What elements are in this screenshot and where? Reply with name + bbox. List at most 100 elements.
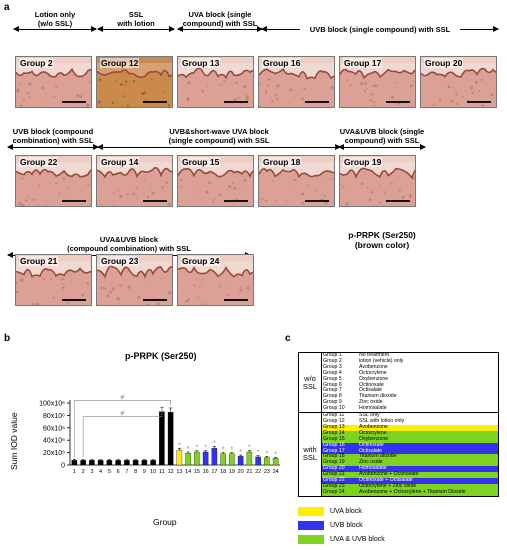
table-row: Group 7 Octisalate xyxy=(322,388,498,394)
tile-label: Group 20 xyxy=(424,58,464,68)
table-row: Group 16 Octinoxate xyxy=(322,441,498,449)
significance-star: * xyxy=(196,445,199,452)
histology-tile: Group 2 xyxy=(15,56,92,108)
table-row: Group 13 Avobenzone xyxy=(322,423,498,431)
y-axis-label: Sum IOD value xyxy=(9,412,19,470)
scale-bar xyxy=(386,101,410,103)
group-cell: Group 12 xyxy=(323,417,345,424)
header-arrow-uvb-combo xyxy=(7,144,99,150)
group-cell: Group 13 xyxy=(323,423,345,430)
histology-tile: Group 23 xyxy=(96,254,173,306)
bar xyxy=(124,460,130,466)
tile-label: Group 21 xyxy=(19,256,59,266)
group-cell: Group 11 xyxy=(323,412,345,419)
tile-label: Group 2 xyxy=(19,58,54,68)
group-cell: Group 16 xyxy=(323,441,345,448)
x-tick-label: 22 xyxy=(255,469,261,475)
treatment-cell: Avobenzone + Octinoxate xyxy=(359,471,419,478)
table-row: Group 24 Avobenzone + Octocrylene + Titan… xyxy=(322,488,498,496)
bar xyxy=(89,460,95,466)
significance-star: * xyxy=(178,442,181,449)
x-tick-label: 2 xyxy=(82,469,85,475)
header-uvauvb-single: UVA&UVB block (single compound) with SSL xyxy=(339,127,425,145)
x-tick-label: 12 xyxy=(168,469,174,475)
table-row: Group 15 Oxybenzone xyxy=(322,435,498,443)
bracket-1 xyxy=(74,400,171,458)
bar xyxy=(211,448,218,466)
significance-star: * xyxy=(231,447,234,454)
group-table: w/o SSL Group 1 No treatment Group 2 lotion… xyxy=(298,352,499,497)
tile-label: Group 19 xyxy=(343,157,383,167)
table-row: Group 9 Zinc oxide xyxy=(322,399,498,406)
wo-ssl-table: Group 1 No treatment Group 2 lotion (vehicl… xyxy=(322,352,498,412)
table-row: Group 12 SSL with lotion only xyxy=(322,417,498,425)
scale-bar xyxy=(305,101,329,103)
treatment-cell: Octisalate xyxy=(359,447,383,454)
x-tick-label: 11 xyxy=(159,469,165,475)
significance-star: * xyxy=(187,446,190,453)
treatment-cell: Octinoxate + Octisalate xyxy=(359,477,413,484)
group-cell: Group 18 xyxy=(323,453,345,460)
header-uvauvb-combo: UVA&UVB block (compound combination) wit… xyxy=(67,235,191,253)
header-uvb-combo: UVB block (compound combination) with SS… xyxy=(12,127,94,145)
histology-tile: Group 13 xyxy=(177,56,254,108)
header-uva-single: UVA block (single compound) with SSL xyxy=(182,10,258,28)
header-arrow-uvauvb-single xyxy=(338,144,426,150)
table-row: Group 11 SSL only xyxy=(322,412,498,419)
treatment-cell: Octinoxate xyxy=(359,441,384,448)
treatment-cell: Zinc oxide xyxy=(359,459,383,466)
bar xyxy=(159,411,165,466)
scale-bar xyxy=(467,101,491,103)
significance-star: * xyxy=(213,440,216,447)
bar xyxy=(255,456,261,466)
scale-bar xyxy=(143,299,167,301)
table-row: Group 22 Octinoxate + Octisalate xyxy=(322,477,498,484)
x-tick-label: 5 xyxy=(108,469,111,475)
scale-bar xyxy=(143,101,167,103)
bar xyxy=(264,457,270,466)
x-tick-label: 21 xyxy=(246,469,252,475)
histology-tile: Group 17 xyxy=(339,56,416,108)
x-tick-label: 8 xyxy=(134,469,137,475)
significance-star: * xyxy=(222,447,225,454)
x-tick-label: 10 xyxy=(150,469,156,475)
treatment-cell: Octocrylene xyxy=(359,369,387,376)
x-tick-label: 24 xyxy=(273,469,279,475)
table-row: Group 5 Oxybenzone xyxy=(322,375,498,383)
group-cell: Group 24 xyxy=(323,488,345,495)
with-ssl-label: with SSL xyxy=(299,413,322,496)
table-row: Group 23 Octocrylene + Zinc oxide xyxy=(322,483,498,490)
treatment-cell: Avobenzone + Octocrylene + Titanium Diox… xyxy=(359,488,466,495)
scale-bar xyxy=(62,200,86,202)
treatment-cell: SSL only xyxy=(359,412,380,419)
legend-swatch xyxy=(298,507,324,516)
scale-bar xyxy=(224,299,248,301)
group-cell: Group 15 xyxy=(323,435,345,442)
x-axis-label: Group xyxy=(153,517,177,527)
treatment-cell: Oxybenzone xyxy=(359,375,389,382)
group-cell: Group 19 xyxy=(323,459,345,466)
bar xyxy=(229,453,235,466)
x-tick-label: 14 xyxy=(185,469,191,475)
significance-star: * xyxy=(239,449,242,456)
table-row: Group 1 No treatment xyxy=(322,352,498,359)
tile-label: Group 18 xyxy=(262,157,302,167)
panel-c-letter: c xyxy=(285,333,291,344)
chart-title: p-PRPK (Ser250) xyxy=(125,351,197,361)
table-row: Group 17 Octisalate xyxy=(322,447,498,455)
bar xyxy=(132,460,139,466)
scale-bar xyxy=(143,200,167,202)
treatment-cell: Titanium dioxide xyxy=(359,393,397,400)
y-tick-label: 40x10⁶ xyxy=(43,438,65,445)
bar xyxy=(272,458,279,466)
x-tick-label: 6 xyxy=(117,469,120,475)
y-tick-label: 0 xyxy=(61,463,65,470)
bar xyxy=(220,453,226,466)
scale-bar xyxy=(386,200,410,202)
panel-b-letter: b xyxy=(4,333,11,344)
table-row: Group 6 Octinoxate xyxy=(322,382,498,389)
x-tick-label: 23 xyxy=(264,469,270,475)
bracket-2 xyxy=(82,406,163,458)
x-tick-label: 16 xyxy=(203,469,209,475)
legend-swatch xyxy=(298,521,324,530)
